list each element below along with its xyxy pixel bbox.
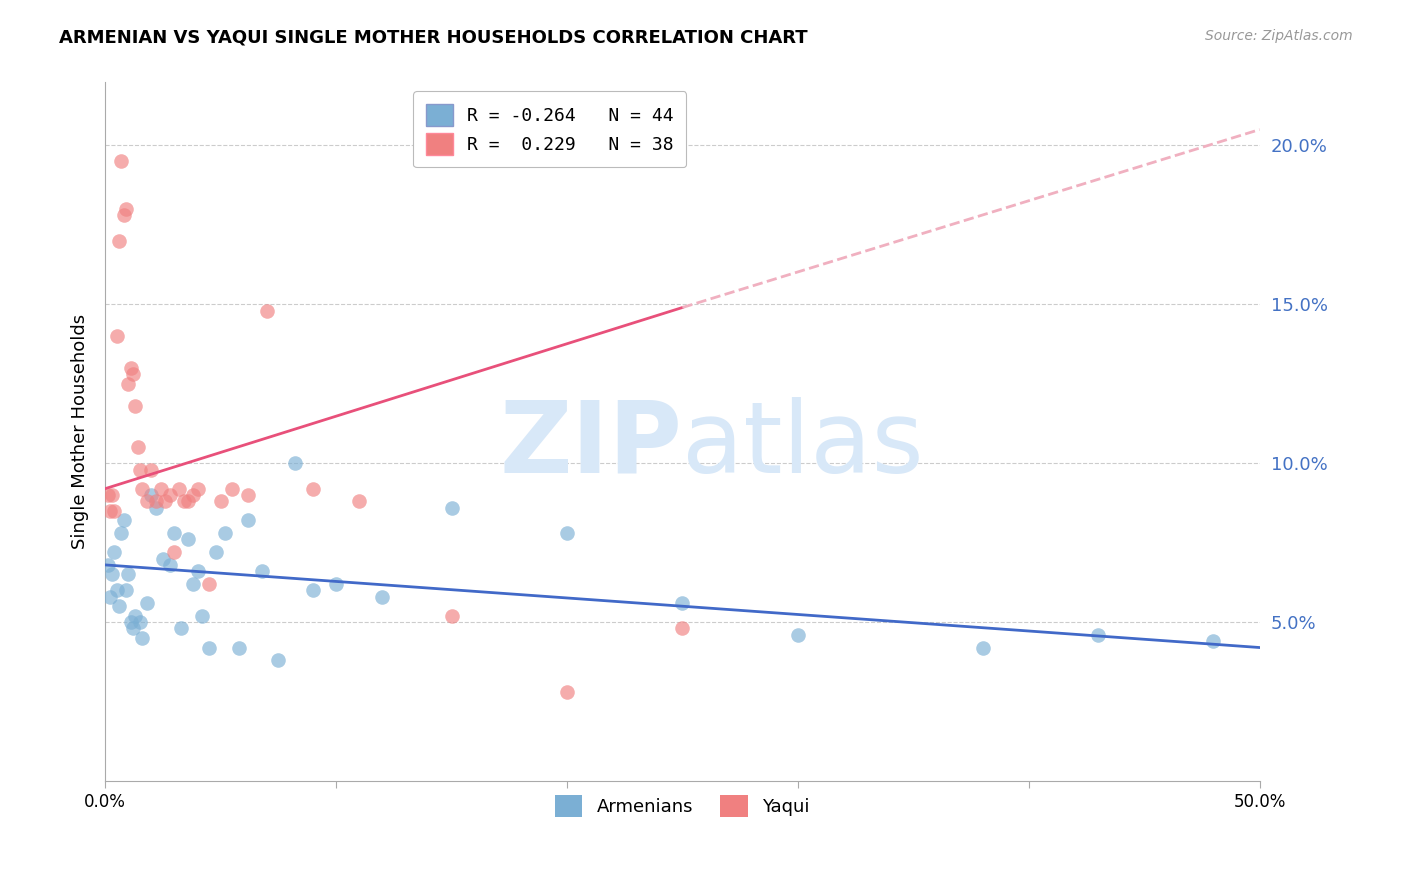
Point (371, 590, 394, 604)
Text: ZIP: ZIP (499, 397, 682, 494)
Point (302, 482, 325, 496)
Point (302, 583, 325, 598)
Point (128, 462, 150, 476)
Point (120, 360, 142, 375)
Point (103, 504, 125, 518)
Point (228, 640, 250, 655)
Point (187, 564, 209, 578)
Point (98, 504, 121, 518)
Point (105, 329, 128, 343)
Point (155, 494, 177, 508)
Point (117, 567, 139, 582)
Point (181, 488, 204, 502)
Point (152, 551, 174, 566)
Point (159, 488, 181, 502)
Point (145, 500, 167, 515)
Text: ARMENIAN VS YAQUI SINGLE MOTHER HOUSEHOLDS CORRELATION CHART: ARMENIAN VS YAQUI SINGLE MOTHER HOUSEHOL… (59, 29, 807, 46)
Point (555, 685, 578, 699)
Point (238, 513, 260, 527)
Point (96, 558, 118, 572)
Point (122, 622, 145, 636)
Legend: Armenians, Yaqui: Armenians, Yaqui (548, 788, 817, 824)
Point (214, 526, 236, 541)
Point (128, 615, 150, 629)
Point (103, 545, 125, 559)
Point (108, 599, 131, 614)
Point (105, 583, 128, 598)
Point (187, 482, 209, 496)
Point (112, 513, 135, 527)
Point (117, 376, 139, 391)
Point (135, 596, 157, 610)
Point (256, 303, 278, 318)
Point (159, 558, 181, 572)
Point (191, 608, 214, 623)
Point (283, 456, 305, 470)
Point (131, 631, 153, 645)
Point (141, 462, 163, 476)
Point (101, 488, 124, 502)
Point (325, 577, 347, 591)
Point (221, 482, 243, 496)
Point (440, 608, 463, 623)
Point (267, 653, 290, 667)
Point (101, 567, 124, 582)
Point (1087, 628, 1109, 642)
Point (1202, 634, 1225, 648)
Point (131, 482, 153, 496)
Point (112, 208, 135, 222)
Point (250, 564, 273, 578)
Point (141, 488, 163, 502)
Point (124, 399, 146, 413)
Point (181, 577, 204, 591)
Point (198, 640, 221, 655)
Text: atlas: atlas (682, 397, 924, 494)
Point (96, 488, 118, 502)
Point (205, 545, 228, 559)
Point (122, 368, 145, 382)
Point (120, 615, 142, 629)
Text: Source: ZipAtlas.com: Source: ZipAtlas.com (1205, 29, 1353, 43)
Point (209, 494, 232, 508)
Point (163, 545, 186, 559)
Point (177, 533, 200, 547)
Point (173, 494, 195, 508)
Point (786, 628, 808, 642)
Point (110, 154, 132, 169)
Point (170, 622, 193, 636)
Point (177, 494, 200, 508)
Point (671, 596, 693, 610)
Point (440, 500, 463, 515)
Point (198, 577, 221, 591)
Point (108, 234, 131, 248)
Point (115, 583, 138, 598)
Point (972, 640, 994, 655)
Point (555, 526, 578, 541)
Point (145, 494, 167, 508)
Point (115, 202, 138, 216)
Point (167, 482, 190, 496)
Y-axis label: Single Mother Households: Single Mother Households (72, 314, 89, 549)
Point (149, 482, 172, 496)
Point (124, 608, 146, 623)
Point (98, 590, 121, 604)
Point (671, 622, 693, 636)
Point (163, 526, 186, 541)
Point (347, 494, 370, 508)
Point (127, 440, 149, 454)
Point (238, 488, 260, 502)
Point (110, 526, 132, 541)
Point (135, 494, 157, 508)
